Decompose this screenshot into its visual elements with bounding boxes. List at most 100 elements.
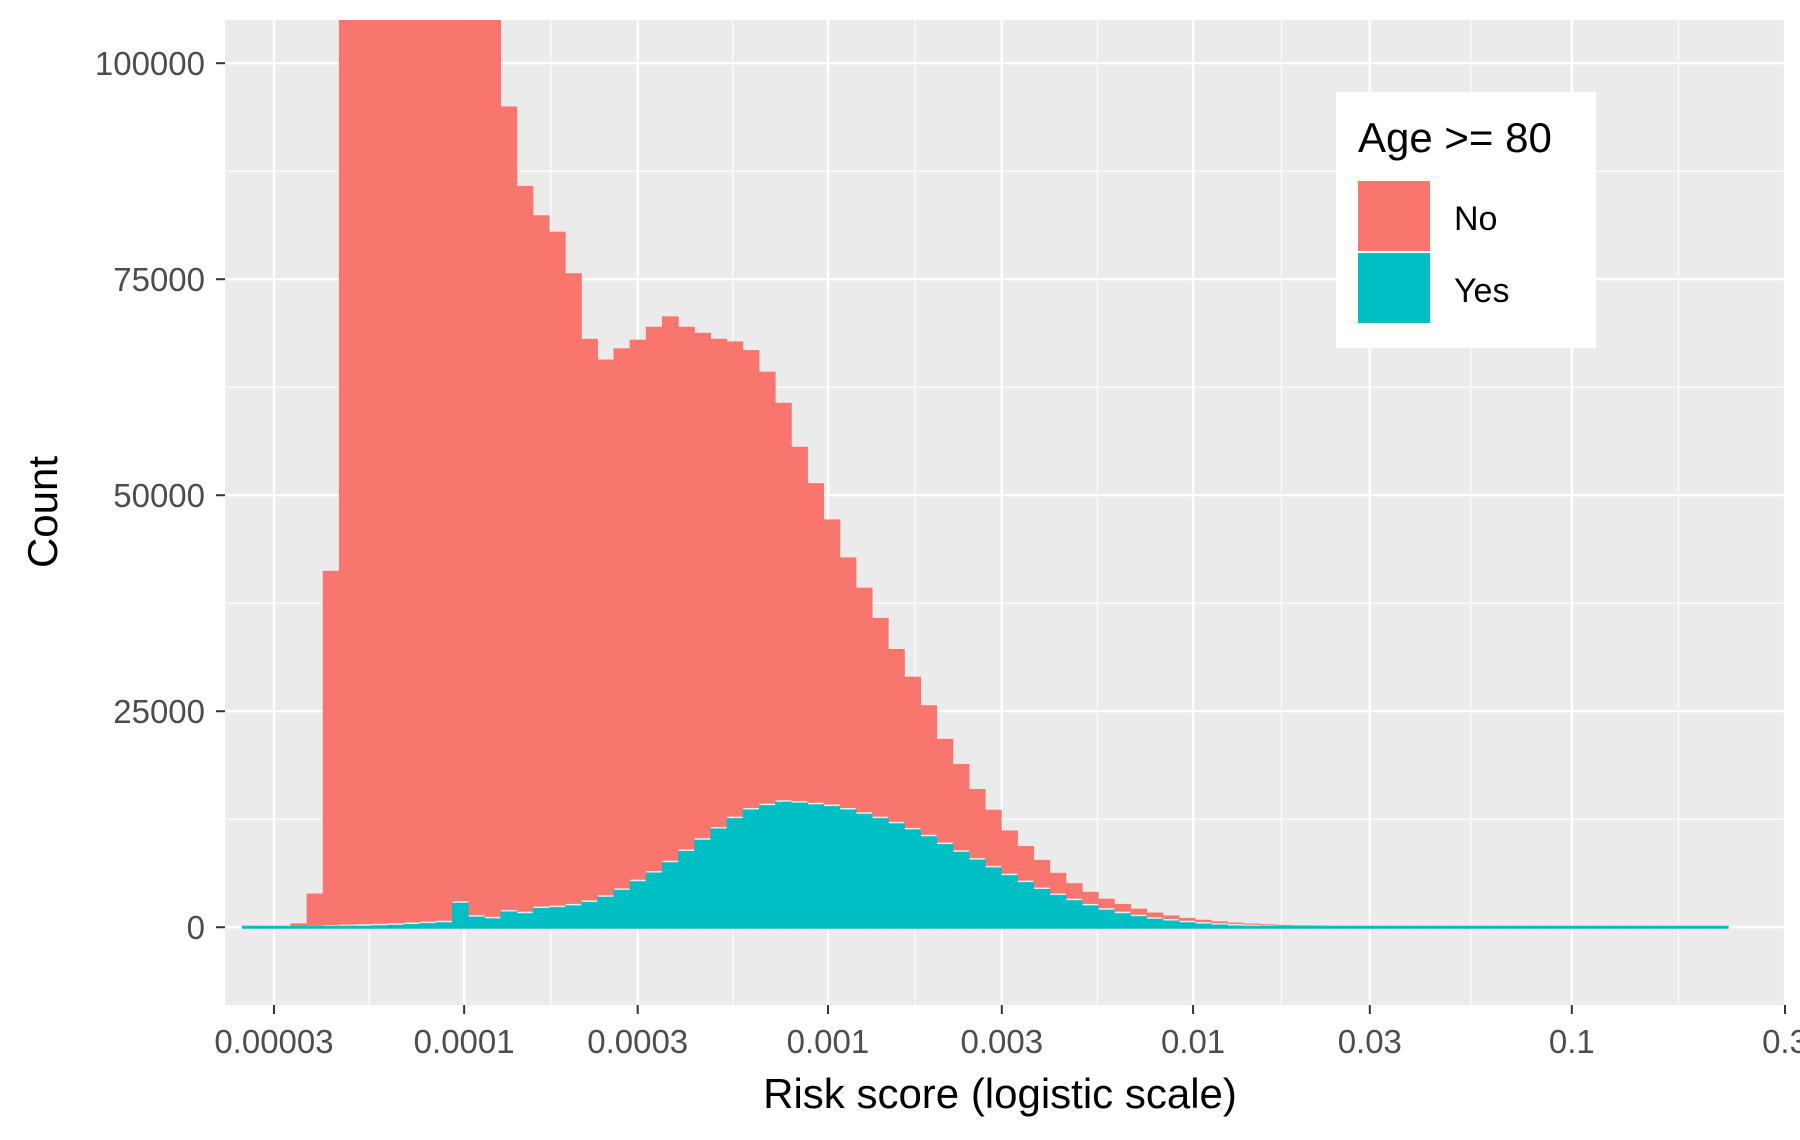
- bar-yes: [629, 881, 647, 929]
- bar-no: [1114, 903, 1131, 912]
- bar-no: [419, 20, 437, 922]
- bar-yes: [1356, 925, 1374, 929]
- bar-no: [968, 788, 986, 859]
- bar-no: [1227, 922, 1245, 924]
- bar-no: [371, 20, 388, 924]
- bar-no: [1098, 898, 1115, 909]
- legend-key-yes: [1358, 253, 1430, 323]
- x-tick-label: 0.003: [961, 1023, 1044, 1060]
- bar-yes: [355, 925, 372, 929]
- bar-no: [726, 341, 744, 817]
- y-tick-label: 75000: [113, 261, 205, 298]
- bar-no: [904, 676, 921, 828]
- bar-yes: [435, 922, 453, 929]
- bar-no: [565, 273, 582, 904]
- bar-yes: [258, 925, 275, 929]
- bar-yes: [1033, 888, 1051, 929]
- bar-yes: [548, 907, 566, 929]
- bar-yes: [888, 823, 905, 929]
- bar-yes: [694, 839, 712, 929]
- bar-no: [484, 20, 502, 917]
- bar-yes: [952, 851, 970, 929]
- legend: Age >= 80 No Yes: [1336, 92, 1596, 348]
- bar-yes: [468, 916, 485, 929]
- bar-yes: [306, 925, 324, 929]
- bar-yes: [581, 901, 598, 929]
- bar-no: [1162, 915, 1180, 920]
- bar-no: [306, 893, 324, 926]
- x-tick-label: 0.01: [1161, 1023, 1225, 1060]
- bar-yes: [920, 836, 938, 929]
- bar-yes: [1647, 925, 1664, 929]
- bar-no: [613, 348, 631, 889]
- y-tick-label: 50000: [113, 477, 205, 514]
- bar-yes: [387, 924, 405, 929]
- series-yes-bars: [241, 801, 1729, 929]
- bar-no: [984, 809, 1002, 866]
- bar-no: [645, 326, 663, 872]
- bar-yes: [1049, 895, 1067, 929]
- x-tick-label: 0.0001: [414, 1023, 515, 1060]
- bar-yes: [1227, 925, 1245, 929]
- bar-no: [758, 371, 776, 804]
- bar-yes: [1114, 913, 1131, 929]
- x-tick-label: 0.001: [787, 1023, 870, 1060]
- bar-no: [775, 402, 792, 801]
- bar-yes: [1485, 925, 1503, 929]
- bar-yes: [1614, 925, 1632, 929]
- bar-no: [387, 20, 405, 924]
- bar-no: [920, 705, 938, 835]
- bar-yes: [758, 805, 776, 929]
- bar-yes: [678, 850, 695, 929]
- bar-no: [451, 20, 469, 902]
- bar-yes: [241, 925, 259, 929]
- bar-no: [581, 338, 598, 901]
- bar-yes: [1243, 925, 1261, 929]
- bar-yes: [645, 872, 663, 929]
- bar-yes: [1534, 925, 1551, 929]
- bar-yes: [1711, 925, 1729, 929]
- bar-yes: [419, 923, 437, 929]
- series-no-bars: [290, 20, 1648, 928]
- bar-yes: [1211, 924, 1228, 929]
- bar-yes: [1194, 923, 1212, 929]
- bar-no: [435, 20, 453, 921]
- bar-no: [839, 557, 857, 808]
- bar-yes: [1437, 925, 1454, 929]
- bar-no: [1275, 924, 1293, 926]
- bar-no: [1081, 891, 1099, 904]
- bar-yes: [1421, 925, 1438, 929]
- bar-no: [1259, 924, 1277, 926]
- x-tick-label: 0.3: [1762, 1023, 1800, 1060]
- bar-yes: [290, 925, 308, 929]
- bar-yes: [1001, 875, 1018, 929]
- bar-yes: [274, 925, 292, 929]
- bar-yes: [338, 925, 356, 929]
- bar-yes: [322, 925, 340, 929]
- bar-no: [1065, 883, 1083, 899]
- x-axis-title: Risk score (logistic scale): [763, 1070, 1237, 1117]
- bar-yes: [1017, 882, 1035, 929]
- bar-no: [694, 332, 712, 839]
- bar-no: [710, 338, 728, 828]
- bar-no: [742, 350, 760, 808]
- bar-no: [1146, 912, 1164, 918]
- bar-yes: [1388, 925, 1406, 929]
- bar-no: [678, 326, 695, 850]
- y-tick-label: 0: [187, 909, 205, 946]
- bar-no: [322, 570, 340, 926]
- bar-yes: [1081, 905, 1099, 929]
- legend-key-no: [1358, 181, 1430, 251]
- bar-yes: [403, 923, 421, 929]
- y-tick-label: 100000: [95, 45, 205, 82]
- bar-yes: [1275, 925, 1293, 929]
- bar-no: [1001, 830, 1018, 874]
- x-tick-label: 0.03: [1338, 1023, 1402, 1060]
- bar-yes: [871, 818, 889, 929]
- bar-yes: [1566, 925, 1584, 929]
- bar-yes: [936, 844, 954, 929]
- bar-yes: [597, 896, 615, 929]
- bar-yes: [613, 889, 631, 929]
- bar-yes: [968, 859, 986, 929]
